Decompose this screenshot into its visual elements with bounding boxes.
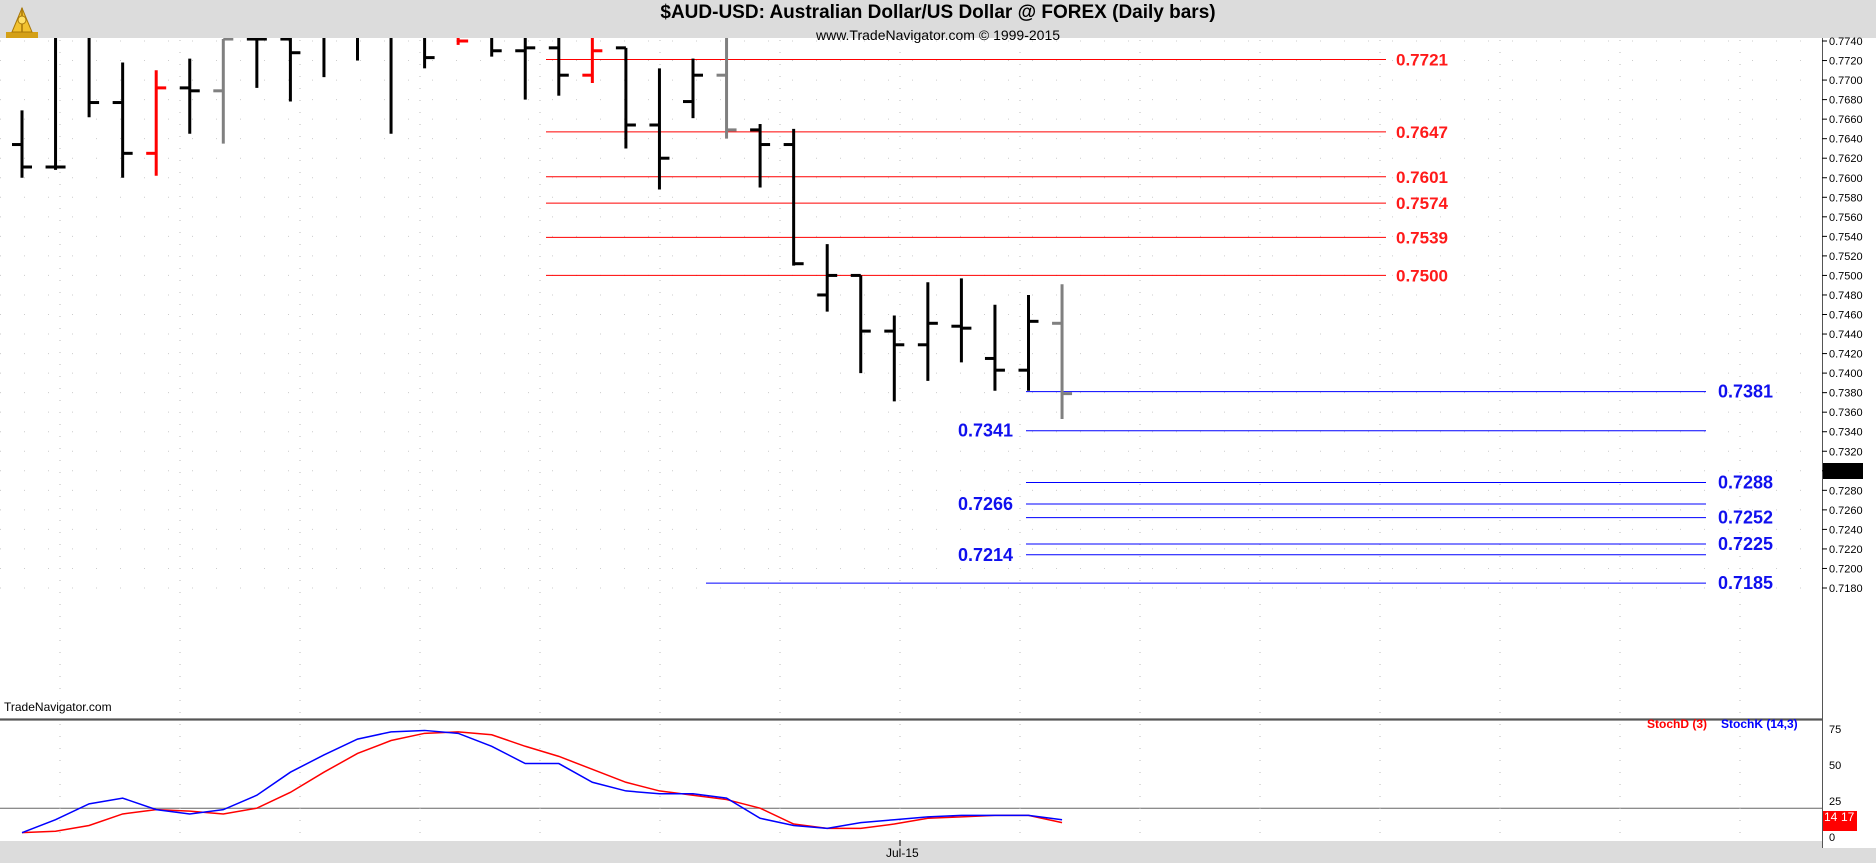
support-label: 0.7214 — [958, 545, 1013, 565]
y-tick-label: 0.7380 — [1829, 388, 1863, 400]
y-tick-label: 0.7600 — [1829, 173, 1863, 185]
y-tick-label: 0.7740 — [1829, 36, 1863, 48]
y-tick-label: 0.7340 — [1829, 427, 1863, 439]
axis-panel — [1822, 38, 1876, 848]
ohlc-bar — [850, 273, 871, 374]
y-tick-label: 0.7480 — [1829, 290, 1863, 302]
ohlc-bar — [423, 38, 435, 69]
stoch-y-tick-label: 0 — [1829, 832, 1835, 844]
y-tick-label: 0.7420 — [1829, 349, 1863, 361]
resistance-label: 0.7601 — [1396, 168, 1448, 187]
last-price-box — [1823, 463, 1863, 479]
ohlc-bar — [389, 38, 393, 134]
stoch-last-d: 17 — [1841, 810, 1855, 824]
ohlc-bar — [87, 38, 100, 118]
ohlc-bar — [280, 38, 301, 102]
watermark: TradeNavigator.com — [4, 700, 112, 714]
ohlc-bar — [179, 58, 200, 134]
indicator-panel — [0, 721, 1822, 841]
y-tick-label: 0.7260 — [1829, 505, 1863, 517]
support-label: 0.7381 — [1718, 382, 1773, 402]
ohlc-bar — [146, 70, 167, 176]
resistance-label: 0.7539 — [1396, 228, 1448, 247]
support-label: 0.7225 — [1718, 534, 1773, 554]
stoch-y-tick-label: 50 — [1829, 760, 1841, 772]
ohlc-bar — [1018, 294, 1039, 391]
y-tick-label: 0.7180 — [1829, 583, 1863, 595]
y-tick-label: 0.7460 — [1829, 310, 1863, 322]
y-tick-label: 0.7280 — [1829, 485, 1863, 497]
support-label: 0.7252 — [1718, 508, 1773, 528]
ohlc-bar — [322, 38, 326, 78]
y-tick-label: 0.7320 — [1829, 446, 1863, 458]
trade-navigator-logo — [6, 6, 38, 38]
ohlc-bar — [783, 128, 804, 266]
x-tick-label: Jul-15 — [886, 846, 919, 860]
stoch-y-tick-label: 25 — [1829, 796, 1841, 808]
ohlc-bar — [456, 38, 469, 45]
y-tick-label: 0.7500 — [1829, 270, 1863, 282]
resistance-label: 0.7647 — [1396, 123, 1448, 142]
ohlc-bar — [356, 38, 359, 61]
resistance-label: 0.7500 — [1396, 266, 1448, 285]
y-tick-label: 0.7400 — [1829, 368, 1863, 380]
stochk-line — [21, 729, 1063, 834]
ohlc-bar — [917, 282, 938, 381]
stoch-last-box — [1823, 811, 1857, 831]
stochk-legend: StochK (14,3) — [1721, 717, 1798, 731]
ohlc-bar — [984, 304, 1005, 391]
y-tick-label: 0.7540 — [1829, 231, 1863, 243]
y-tick-label: 0.7360 — [1829, 407, 1863, 419]
ohlc-bar — [683, 58, 703, 119]
ohlc-bar — [112, 62, 133, 178]
y-tick-label: 0.7640 — [1829, 134, 1863, 146]
ohlc-bar — [1052, 284, 1073, 420]
main-panel — [0, 38, 1822, 718]
y-tick-label: 0.7620 — [1829, 153, 1863, 165]
support-label: 0.7288 — [1718, 473, 1773, 493]
ohlc-bar — [750, 124, 771, 188]
y-tick-label: 0.7580 — [1829, 192, 1863, 204]
stoch-y-tick-label: 75 — [1829, 724, 1841, 736]
stochd-legend: StochD (3) — [1647, 717, 1707, 731]
stochd-line — [21, 731, 1063, 834]
y-tick-label: 0.7220 — [1829, 544, 1863, 556]
support-label: 0.7185 — [1718, 573, 1773, 593]
ohlc-bar — [582, 38, 603, 84]
ohlc-bar — [951, 278, 972, 363]
y-tick-label: 0.7240 — [1829, 524, 1863, 536]
stoch-last-k: 14 — [1824, 810, 1838, 824]
chart-subtitle: www.TradeNavigator.com © 1999-2015 — [815, 27, 1061, 43]
ohlc-bar — [548, 38, 569, 96]
y-tick-label: 0.7560 — [1829, 212, 1863, 224]
y-tick-label: 0.7680 — [1829, 95, 1863, 107]
ohlc-bar — [12, 110, 32, 178]
chart-title: $AUD-USD: Australian Dollar/US Dollar @ … — [660, 2, 1216, 23]
y-tick-label: 0.7200 — [1829, 563, 1863, 575]
ohlc-bar — [716, 38, 737, 139]
ohlc-bar — [615, 46, 636, 149]
y-tick-label: 0.7700 — [1829, 75, 1863, 87]
support-label: 0.7341 — [958, 421, 1013, 441]
resistance-label: 0.7574 — [1396, 194, 1449, 213]
ohlc-bar — [817, 244, 838, 312]
ohlc-bar — [649, 68, 670, 190]
y-tick-label: 0.7520 — [1829, 251, 1863, 263]
ohlc-bar — [515, 38, 536, 100]
resistance-label: 0.7721 — [1396, 51, 1448, 70]
ohlc-bar — [246, 38, 267, 88]
y-tick-label: 0.7660 — [1829, 114, 1863, 126]
y-tick-label: 0.7440 — [1829, 329, 1863, 341]
support-label: 0.7266 — [958, 494, 1013, 514]
ohlc-bar — [884, 315, 905, 402]
ohlc-bar — [213, 38, 234, 144]
y-tick-label: 0.7720 — [1829, 56, 1863, 68]
ohlc-bar — [45, 38, 66, 170]
ohlc-bar — [490, 38, 502, 57]
last-price-label: 0.7379 — [1825, 466, 1859, 478]
